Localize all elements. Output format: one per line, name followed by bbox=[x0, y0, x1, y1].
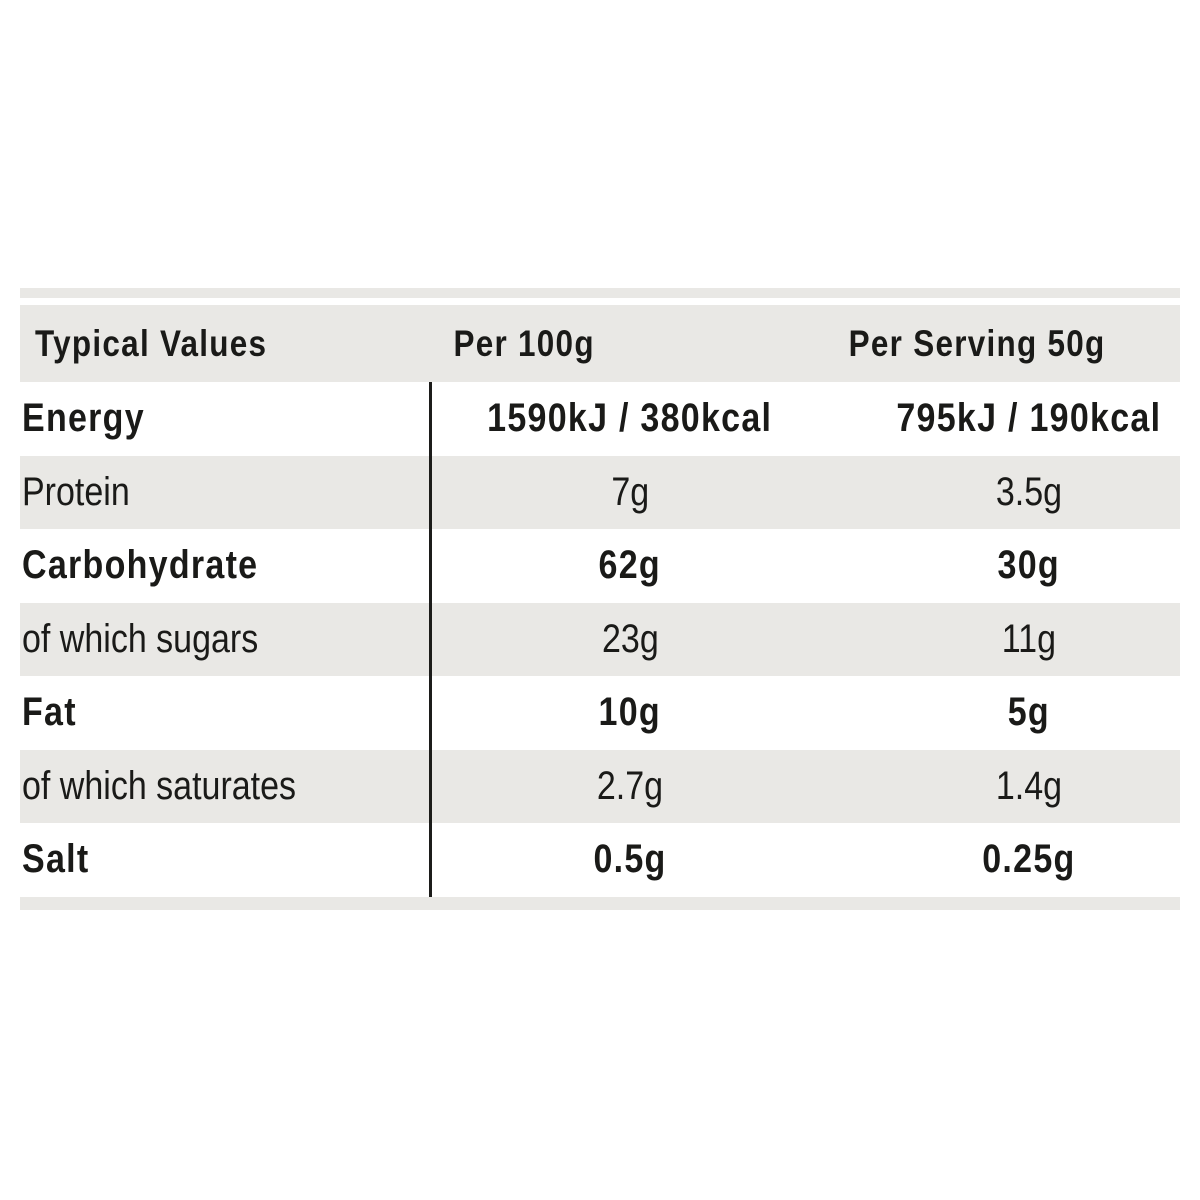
table-header-row: Typical Values Per 100g Per Serving 50g bbox=[20, 305, 1180, 382]
column-divider-line bbox=[429, 382, 432, 897]
row-label: Salt bbox=[22, 837, 90, 882]
row-protein: Protein 7g 3.5g bbox=[20, 455, 1180, 529]
header-typical-values: Typical Values bbox=[35, 322, 268, 364]
per-100g-value: 0.5g bbox=[593, 837, 667, 882]
row-label: Energy bbox=[22, 396, 145, 441]
band-gap bbox=[20, 298, 1180, 305]
per-serving-value: 30g bbox=[997, 543, 1061, 588]
per-serving-value: 795kJ / 190kcal bbox=[896, 396, 1162, 441]
nutrition-table: Typical Values Per 100g Per Serving 50g … bbox=[20, 288, 1180, 910]
row-label: of which saturates bbox=[22, 763, 297, 808]
per-serving-value: 5g bbox=[1007, 690, 1051, 735]
row-label: Fat bbox=[22, 690, 77, 735]
per-serving-value: 0.25g bbox=[982, 837, 1076, 882]
per-100g-value: 2.7g bbox=[596, 763, 664, 808]
per-100g-value: 1590kJ / 380kcal bbox=[487, 396, 773, 441]
row-fat: Fat 10g 5g bbox=[20, 676, 1180, 750]
per-100g-value: 10g bbox=[598, 690, 662, 735]
row-of-which-sugars: of which sugars 23g 11g bbox=[20, 602, 1180, 676]
row-of-which-saturates: of which saturates 2.7g 1.4g bbox=[20, 749, 1180, 823]
header-per-serving: Per Serving 50g bbox=[848, 322, 1106, 364]
header-per-100g: Per 100g bbox=[453, 322, 595, 364]
row-salt: Salt 0.5g 0.25g bbox=[20, 823, 1180, 897]
per-serving-value: 11g bbox=[1001, 616, 1057, 661]
row-label: Carbohydrate bbox=[22, 543, 259, 588]
per-serving-value: 3.5g bbox=[995, 469, 1063, 514]
per-100g-value: 62g bbox=[598, 543, 662, 588]
row-label: Protein bbox=[22, 469, 130, 514]
per-100g-value: 23g bbox=[601, 616, 659, 661]
row-carbohydrate: Carbohydrate 62g 30g bbox=[20, 529, 1180, 603]
row-label: of which sugars bbox=[22, 616, 259, 661]
bottom-border-band bbox=[20, 896, 1180, 910]
top-border-band bbox=[20, 288, 1180, 298]
per-serving-value: 1.4g bbox=[995, 763, 1063, 808]
per-100g-value: 7g bbox=[611, 469, 649, 514]
row-energy: Energy 1590kJ / 380kcal 795kJ / 190kcal bbox=[20, 382, 1180, 456]
